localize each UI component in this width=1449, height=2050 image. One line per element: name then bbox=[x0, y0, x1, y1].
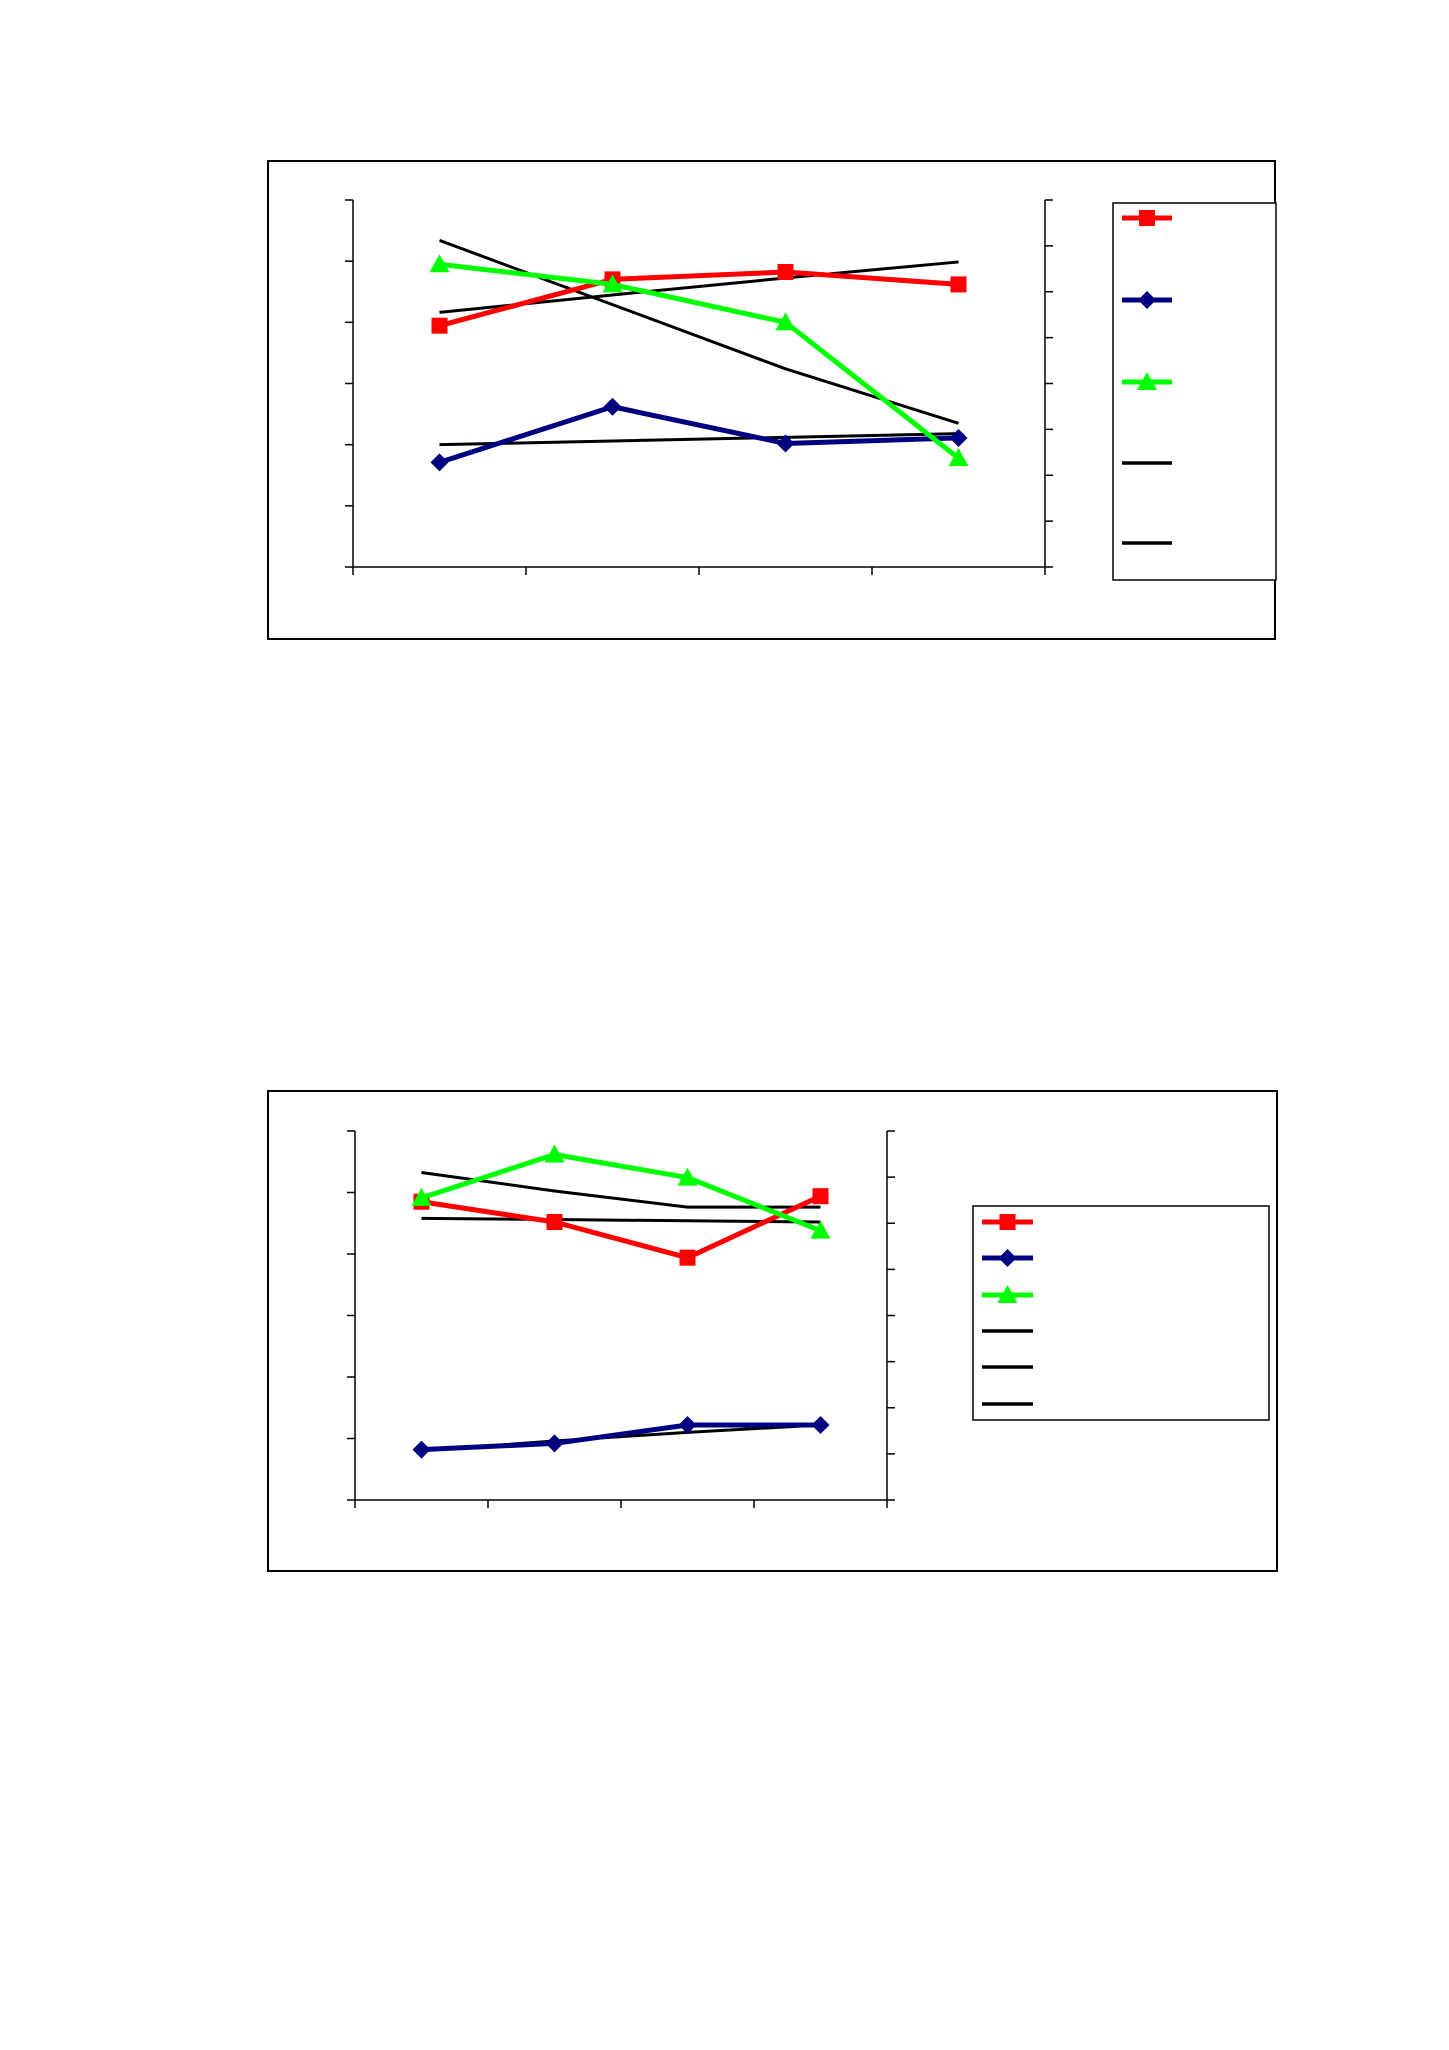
data-point-marker bbox=[950, 276, 967, 293]
data-point-marker bbox=[544, 1144, 565, 1163]
data-series-line bbox=[438, 404, 959, 465]
legend-swatch-marker bbox=[1138, 291, 1156, 309]
data-point-marker bbox=[545, 1434, 564, 1453]
data-series-line bbox=[438, 269, 959, 329]
data-point-marker bbox=[810, 1220, 831, 1239]
data-series-line bbox=[439, 261, 961, 461]
chart-frame bbox=[267, 160, 1276, 640]
data-series-line bbox=[421, 1193, 822, 1261]
data-point-marker bbox=[412, 1440, 431, 1459]
data-point-marker bbox=[811, 1415, 830, 1434]
data-point-marker bbox=[812, 1188, 829, 1205]
legend-box bbox=[972, 1205, 1270, 1421]
legend-swatch-marker bbox=[1137, 372, 1157, 390]
data-point-marker bbox=[677, 1167, 698, 1186]
data-point-marker bbox=[678, 1415, 697, 1434]
data-point-marker bbox=[776, 434, 795, 453]
legend-box bbox=[1112, 202, 1277, 581]
trendline-series bbox=[439, 432, 959, 447]
legend-swatch-marker bbox=[999, 1214, 1016, 1230]
data-point-marker bbox=[603, 397, 622, 416]
trendline-series bbox=[421, 1216, 821, 1224]
data-point-marker bbox=[948, 448, 969, 467]
data-point-marker bbox=[679, 1249, 696, 1266]
data-point-marker bbox=[949, 428, 968, 447]
data-point-marker bbox=[431, 317, 448, 334]
legend-swatch-marker bbox=[998, 1249, 1017, 1267]
trendline-series bbox=[421, 1171, 821, 1209]
data-series-line bbox=[420, 1152, 822, 1233]
data-point-marker bbox=[411, 1187, 432, 1206]
legend-swatch-marker bbox=[1139, 210, 1155, 226]
data-point-marker bbox=[777, 264, 794, 281]
data-series-line bbox=[421, 1422, 821, 1453]
chart-2 bbox=[267, 1090, 1278, 1572]
data-point-marker bbox=[430, 453, 449, 472]
data-point-marker bbox=[429, 254, 450, 273]
data-point-marker bbox=[546, 1214, 563, 1231]
legend-swatch-marker bbox=[997, 1285, 1018, 1303]
data-point-marker bbox=[602, 274, 623, 293]
data-point-marker bbox=[775, 312, 796, 331]
chart-1 bbox=[267, 160, 1277, 640]
